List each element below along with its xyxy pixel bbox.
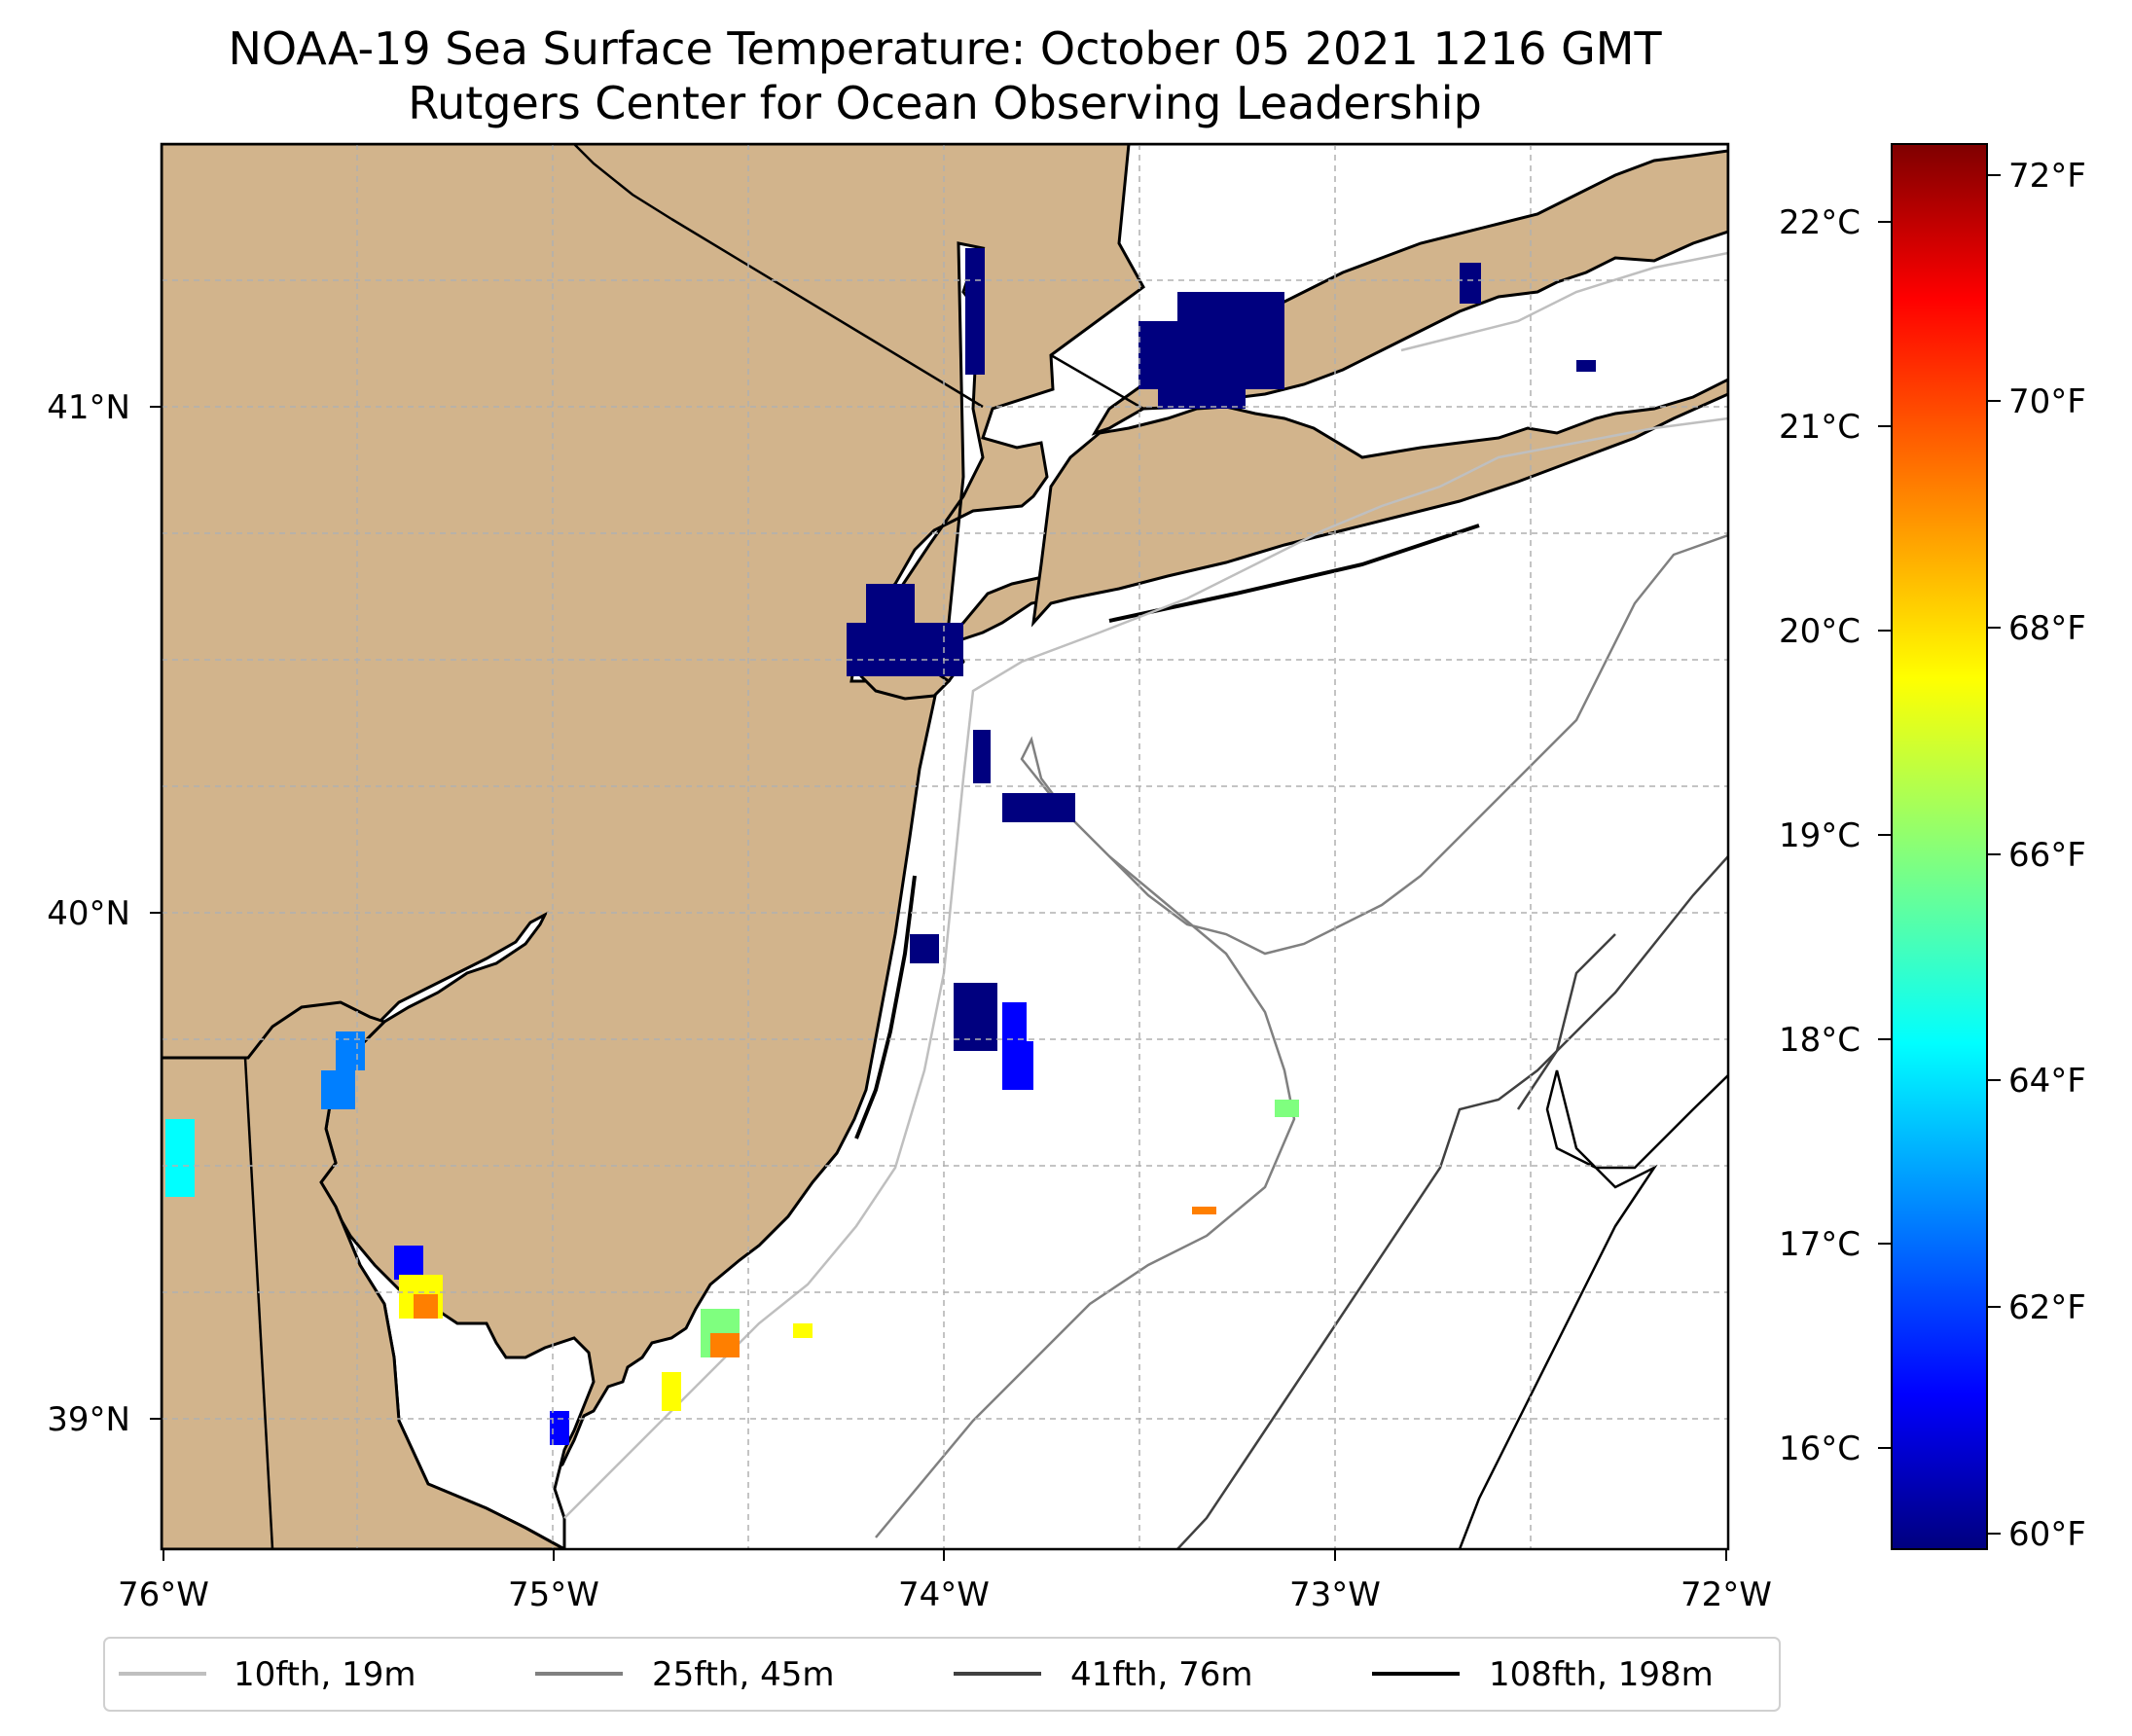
land-mainland [162, 144, 1145, 1549]
y-tick-39n: 39°N [47, 1400, 130, 1439]
sst-patch-offshore [954, 983, 997, 1051]
y-tick-40n: 40°N [47, 894, 130, 933]
legend-label-108fth: 108fth, 198m [1489, 1655, 1714, 1694]
x-tick-72w: 72°W [1680, 1575, 1772, 1614]
barrier-island-nj [854, 875, 917, 1139]
contour-108fth [1458, 1069, 1728, 1549]
cbar-c-19: 19°C [1779, 816, 1861, 855]
cbar-f-60: 60°F [2008, 1515, 2086, 1554]
cbar-f-72: 72°F [2008, 157, 2086, 196]
state-borders [162, 144, 1144, 1549]
x-tick-74w: 74°W [898, 1575, 990, 1614]
sst-patch-delaware-bay [394, 1246, 423, 1280]
gridlines [162, 144, 1728, 1549]
map-panel: 76°W 75°W 74°W 73°W 72°W 41°N 40°N 39°N [47, 142, 1772, 1614]
sst-patch-delaware-river [321, 1070, 355, 1109]
cbar-c-22: 22°C [1779, 203, 1861, 242]
land-delmarva [162, 1000, 565, 1549]
cbar-f-68: 68°F [2008, 609, 2086, 648]
title-line2: Rutgers Center for Ocean Observing Leade… [408, 77, 1482, 129]
cbar-f-70: 70°F [2008, 382, 2086, 421]
legend-label-25fth: 25fth, 45m [652, 1655, 835, 1694]
sst-patch-li-sound [1138, 321, 1284, 389]
title-line1: NOAA-19 Sea Surface Temperature: October… [228, 22, 1662, 75]
legend-label-10fth: 10fth, 19m [234, 1655, 416, 1694]
x-tick-75w: 75°W [508, 1575, 599, 1614]
axis-tick-marks [150, 406, 1727, 1561]
cbar-c-20: 20°C [1779, 612, 1861, 651]
land-long-island [1030, 378, 1728, 628]
legend-label-41fth: 41fth, 76m [1070, 1655, 1253, 1694]
x-tick-76w: 76°W [118, 1575, 209, 1614]
barrier-island-li [1108, 524, 1480, 623]
cbar-c-17: 17°C [1779, 1225, 1861, 1264]
cbar-f-64: 64°F [2008, 1062, 2086, 1101]
sst-patch-hudson [965, 248, 985, 375]
cbar-f-62: 62°F [2008, 1288, 2086, 1327]
cbar-c-16: 16°C [1779, 1429, 1861, 1468]
cbar-f-66: 66°F [2008, 836, 2086, 875]
cbar-c-21: 21°C [1779, 408, 1861, 447]
legend-box [103, 1637, 1781, 1712]
colorbar: 22°C 21°C 20°C 19°C 18°C 17°C 16°C 72°F … [1779, 143, 2086, 1554]
contour-41fth [1176, 855, 1728, 1549]
contour-10fth [563, 251, 1728, 1519]
x-tick-73w: 73°W [1289, 1575, 1381, 1614]
colorbar-tick-marks [1878, 174, 2001, 1535]
y-tick-41n: 41°N [47, 388, 130, 427]
legend: 10fth, 19m 25fth, 45m 41fth, 76m 108fth,… [103, 1637, 1781, 1712]
cbar-c-18: 18°C [1779, 1021, 1861, 1060]
colorbar-gradient [1891, 143, 1988, 1550]
